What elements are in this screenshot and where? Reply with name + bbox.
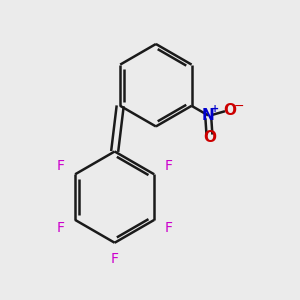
Text: +: + bbox=[212, 104, 220, 114]
Text: F: F bbox=[57, 221, 65, 235]
Text: O: O bbox=[203, 130, 216, 145]
Text: −: − bbox=[233, 100, 244, 113]
Text: N: N bbox=[202, 108, 214, 123]
Text: F: F bbox=[111, 252, 119, 266]
Text: F: F bbox=[57, 159, 65, 173]
Text: F: F bbox=[164, 159, 172, 173]
Text: O: O bbox=[224, 103, 237, 118]
Text: F: F bbox=[164, 221, 172, 235]
